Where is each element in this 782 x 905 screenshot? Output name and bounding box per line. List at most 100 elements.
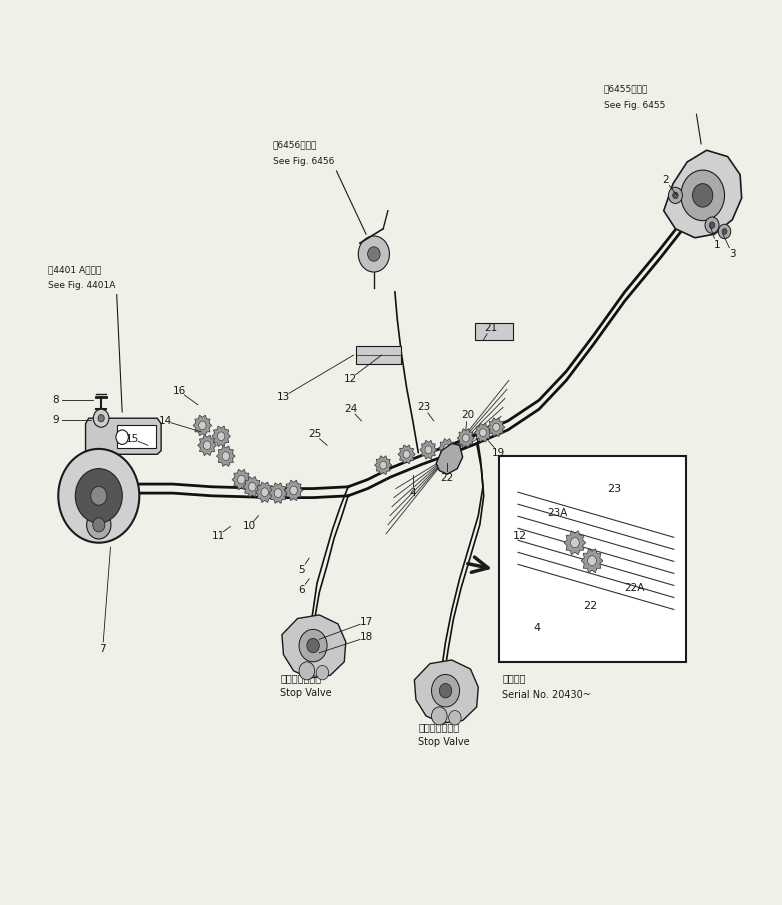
Text: 4: 4 (410, 488, 416, 498)
Text: 25: 25 (308, 430, 321, 440)
Polygon shape (217, 446, 235, 466)
Polygon shape (375, 456, 392, 474)
Text: 2: 2 (662, 175, 669, 185)
Circle shape (358, 236, 389, 272)
Polygon shape (581, 548, 603, 573)
Text: 24: 24 (344, 405, 357, 414)
Text: 20: 20 (461, 410, 474, 420)
Polygon shape (664, 150, 741, 238)
Polygon shape (193, 415, 212, 435)
Circle shape (432, 707, 447, 725)
Text: 第4401 A図参照: 第4401 A図参照 (48, 265, 102, 274)
Text: See Fig. 4401A: See Fig. 4401A (48, 281, 116, 291)
Circle shape (432, 674, 460, 707)
Circle shape (479, 429, 486, 436)
Circle shape (59, 449, 139, 543)
Circle shape (316, 665, 328, 680)
Polygon shape (475, 424, 492, 442)
Circle shape (91, 486, 107, 505)
Text: 7: 7 (99, 644, 106, 654)
Text: 22: 22 (440, 472, 454, 482)
Circle shape (98, 414, 104, 422)
Text: ストップバルブ: ストップバルブ (281, 673, 321, 683)
Text: See Fig. 6455: See Fig. 6455 (604, 100, 665, 110)
Text: 10: 10 (242, 521, 256, 531)
Text: 22: 22 (583, 601, 597, 611)
Text: 4: 4 (534, 623, 541, 633)
Circle shape (693, 184, 713, 207)
Circle shape (93, 409, 109, 427)
Polygon shape (282, 614, 346, 678)
Polygon shape (269, 482, 287, 503)
Polygon shape (414, 660, 479, 723)
Circle shape (669, 187, 683, 204)
Circle shape (290, 486, 297, 495)
Circle shape (203, 441, 211, 450)
Text: 5: 5 (298, 565, 305, 575)
Text: 21: 21 (484, 323, 497, 333)
Circle shape (249, 482, 256, 491)
Text: 第6455図参照: 第6455図参照 (604, 84, 648, 93)
Circle shape (217, 432, 225, 441)
Circle shape (116, 430, 128, 444)
Bar (499, 456, 686, 662)
Polygon shape (436, 443, 463, 474)
Text: Serial No. 20430~: Serial No. 20430~ (502, 690, 591, 700)
Circle shape (87, 510, 111, 539)
Circle shape (307, 638, 319, 653)
Text: 3: 3 (729, 249, 736, 259)
Text: Stop Valve: Stop Valve (281, 688, 332, 698)
Circle shape (443, 444, 450, 452)
Text: 19: 19 (492, 447, 505, 458)
Polygon shape (457, 429, 475, 447)
Polygon shape (564, 530, 586, 555)
Text: 18: 18 (360, 633, 373, 643)
Circle shape (493, 424, 500, 431)
Circle shape (673, 192, 678, 198)
Text: 11: 11 (211, 530, 224, 540)
Circle shape (368, 247, 380, 262)
Text: 1: 1 (713, 240, 720, 250)
Circle shape (705, 217, 719, 233)
Text: 16: 16 (172, 386, 185, 396)
Text: 17: 17 (360, 617, 373, 627)
Text: 12: 12 (513, 530, 527, 540)
Circle shape (380, 462, 386, 469)
Polygon shape (232, 470, 251, 490)
Polygon shape (198, 435, 217, 455)
Circle shape (571, 538, 579, 548)
Circle shape (299, 629, 327, 662)
Polygon shape (398, 445, 415, 463)
Text: 6: 6 (298, 585, 305, 595)
Polygon shape (256, 481, 274, 502)
Text: Stop Valve: Stop Valve (418, 737, 470, 747)
Text: 13: 13 (277, 392, 290, 402)
Bar (475, 323, 512, 339)
Bar (356, 346, 401, 364)
Circle shape (299, 662, 314, 680)
Circle shape (222, 452, 230, 461)
Circle shape (425, 446, 432, 453)
Polygon shape (439, 439, 456, 457)
Text: 9: 9 (52, 415, 59, 425)
Circle shape (439, 683, 452, 698)
Text: 15: 15 (126, 434, 139, 444)
Text: 適用号機: 適用号機 (502, 673, 526, 683)
Text: 第6456図参照: 第6456図参照 (273, 140, 317, 149)
Circle shape (75, 469, 122, 523)
Circle shape (449, 710, 461, 725)
Polygon shape (488, 418, 504, 437)
Text: 22A: 22A (625, 583, 645, 593)
Text: 23: 23 (417, 403, 430, 413)
Text: 8: 8 (52, 395, 59, 405)
Text: 23: 23 (607, 483, 621, 493)
Circle shape (238, 475, 245, 484)
Text: ストップバルブ: ストップバルブ (418, 722, 459, 732)
Polygon shape (85, 418, 161, 454)
Circle shape (93, 518, 105, 532)
Polygon shape (117, 425, 156, 448)
Polygon shape (212, 426, 231, 446)
Circle shape (404, 451, 410, 458)
Circle shape (681, 170, 724, 221)
Circle shape (709, 222, 715, 228)
